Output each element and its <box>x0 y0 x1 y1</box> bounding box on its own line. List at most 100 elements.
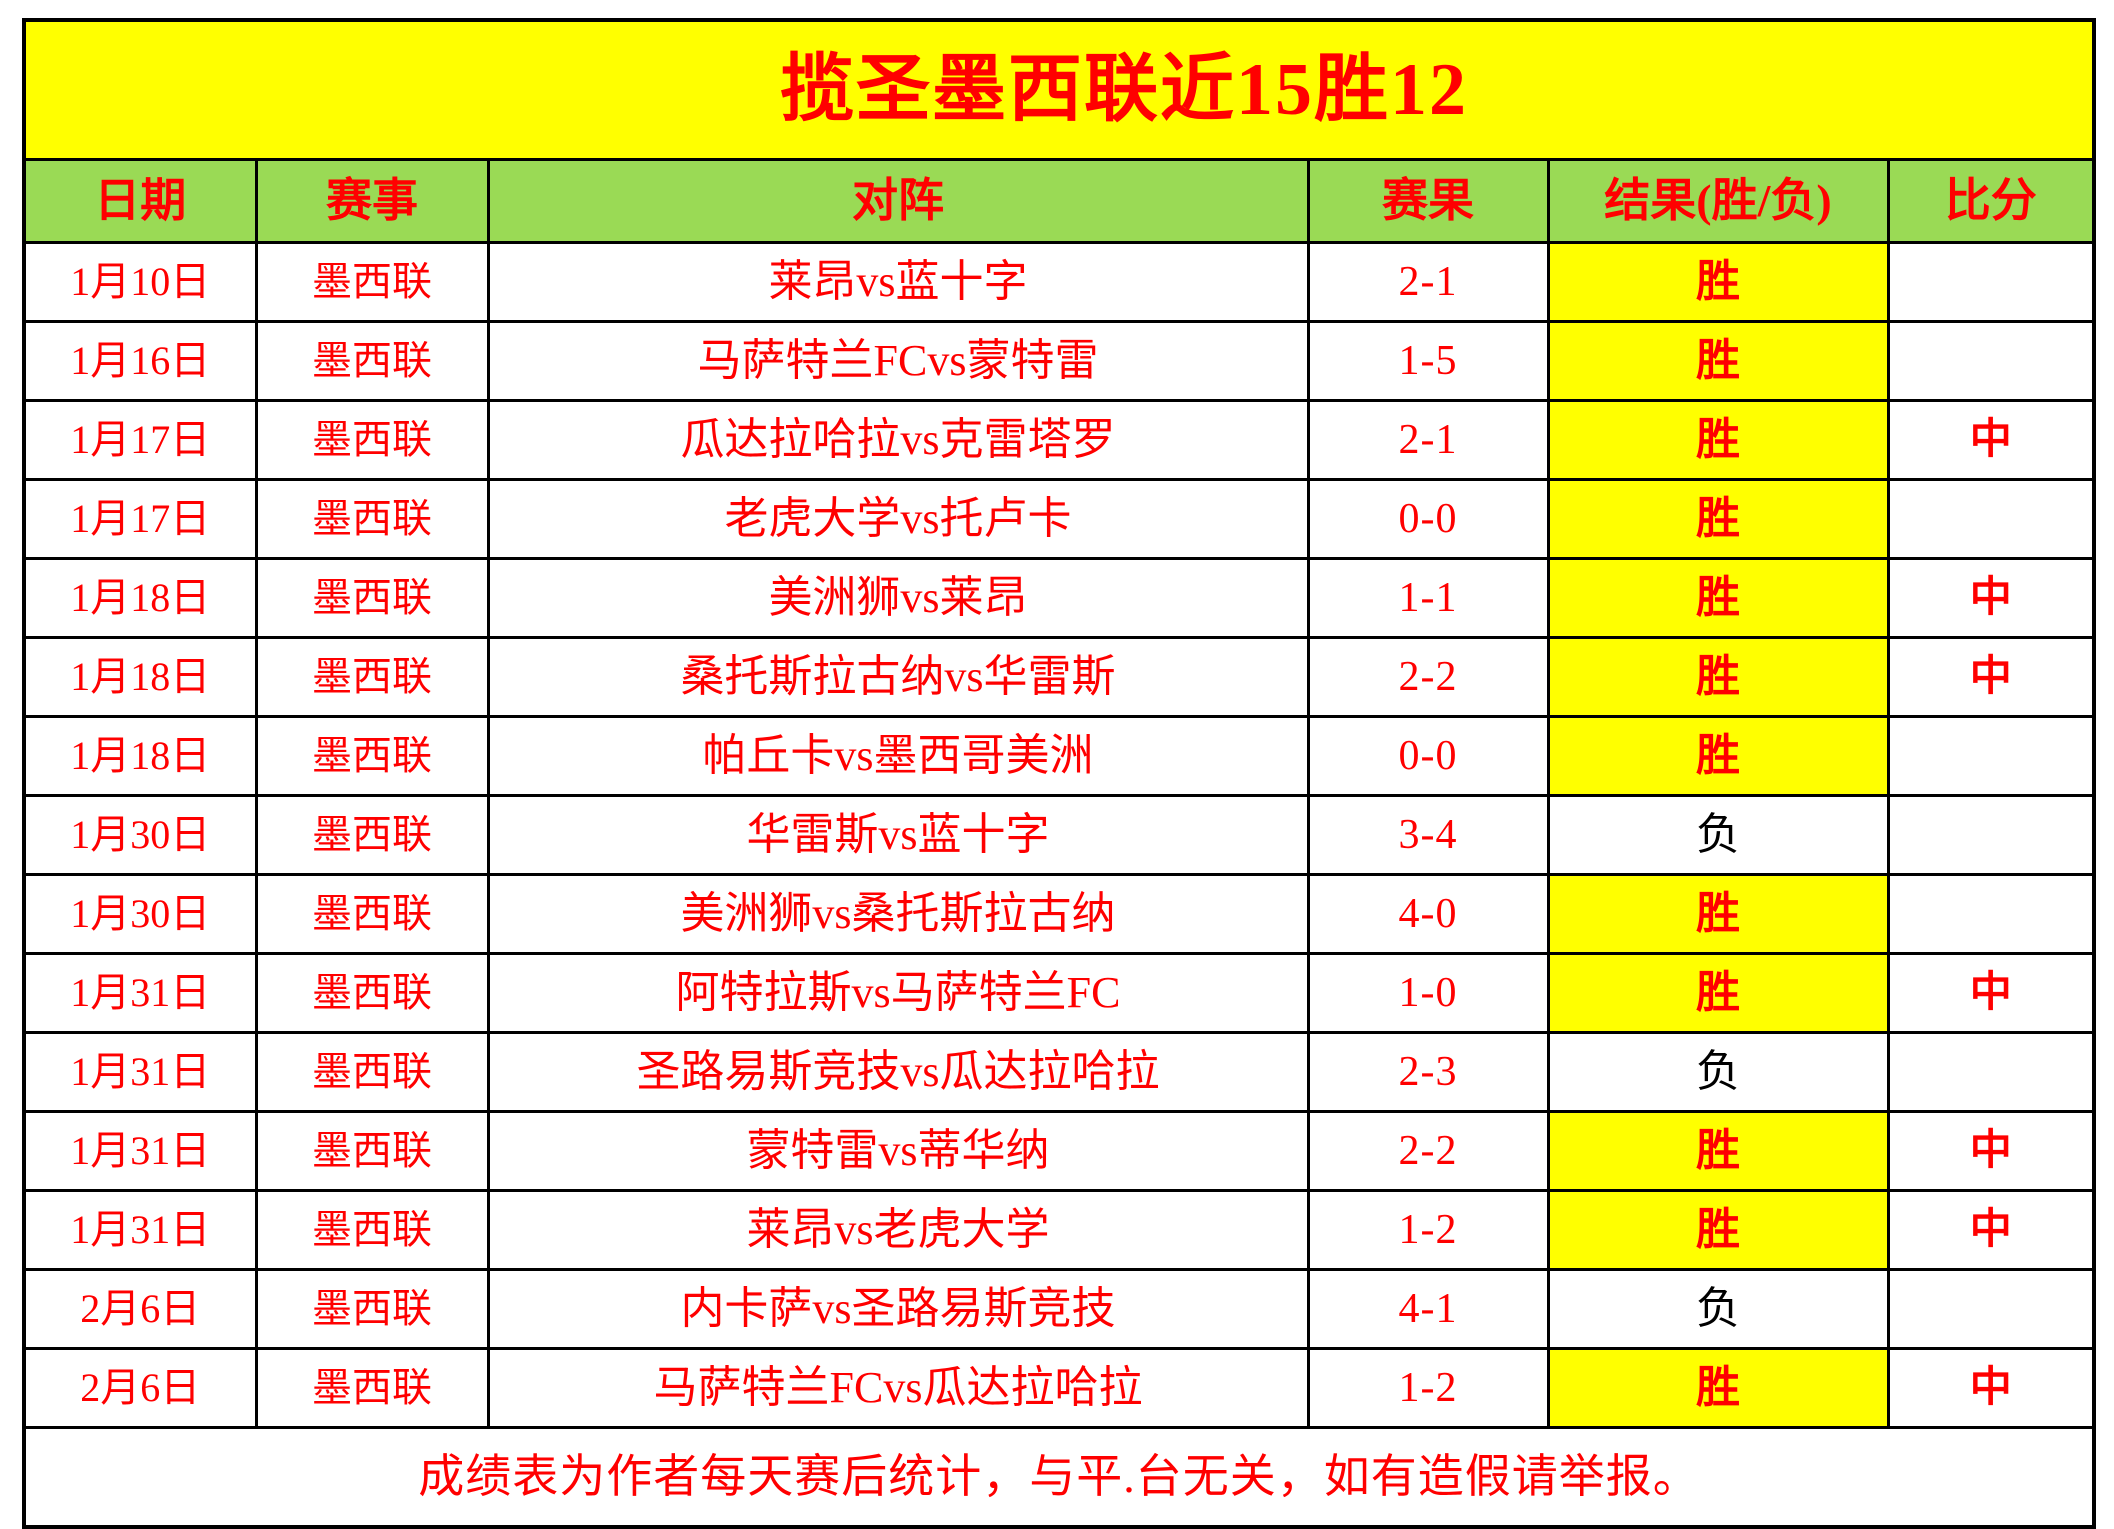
cell-score: 1-0 <box>1306 952 1550 1034</box>
cell-hit <box>1886 873 2096 955</box>
cell-hit <box>1886 1268 2096 1350</box>
table-row: 1月18日 墨西联 美洲狮vs莱昂 1-1 胜中 <box>22 557 2096 639</box>
cell-result: 胜 <box>1546 1110 1890 1192</box>
cell-league: 墨西联 <box>254 557 490 639</box>
table-header-row: 日期 赛事 对阵 赛果 结果(胜/负) 比分 <box>22 158 2096 244</box>
match-results-table: 揽圣墨西联近15胜12 日期 赛事 对阵 赛果 结果(胜/负) 比分 1月10日… <box>22 18 2096 1529</box>
cell-result: 胜 <box>1546 1347 1890 1429</box>
cell-league: 墨西联 <box>254 320 490 402</box>
cell-date: 1月31日 <box>22 1189 258 1271</box>
cell-league: 墨西联 <box>254 1110 490 1192</box>
cell-hit <box>1886 320 2096 402</box>
footer-row: 成绩表为作者每天赛后统计，与平.台无关，如有造假请举报。 <box>22 1426 2096 1529</box>
cell-hit: 中 <box>1886 1347 2096 1429</box>
cell-hit: 中 <box>1886 952 2096 1034</box>
cell-score: 3-4 <box>1306 794 1550 876</box>
table-body: 揽圣墨西联近15胜12 日期 赛事 对阵 赛果 结果(胜/负) 比分 1月10日… <box>22 18 2096 1529</box>
cell-score: 2-2 <box>1306 1110 1550 1192</box>
cell-match: 马萨特兰FCvs瓜达拉哈拉 <box>486 1347 1310 1429</box>
cell-result: 负 <box>1546 794 1890 876</box>
cell-result: 胜 <box>1546 241 1890 323</box>
cell-league: 墨西联 <box>254 1189 490 1271</box>
cell-match: 马萨特兰FCvs蒙特雷 <box>486 320 1310 402</box>
disclaimer-note: 成绩表为作者每天赛后统计，与平.台无关，如有造假请举报。 <box>22 1426 2096 1529</box>
cell-date: 1月18日 <box>22 715 258 797</box>
cell-date: 1月17日 <box>22 478 258 560</box>
cell-score: 2-1 <box>1306 399 1550 481</box>
table-row: 1月17日 墨西联 瓜达拉哈拉vs克雷塔罗 2-1 胜中 <box>22 399 2096 481</box>
cell-match: 帕丘卡vs墨西哥美洲 <box>486 715 1310 797</box>
table-row: 1月30日 墨西联 美洲狮vs桑托斯拉古纳 4-0 胜 <box>22 873 2096 955</box>
cell-league: 墨西联 <box>254 1031 490 1113</box>
cell-date: 1月31日 <box>22 1110 258 1192</box>
table-row: 2月6日 墨西联 内卡萨vs圣路易斯竞技 4-1 负 <box>22 1268 2096 1350</box>
table-row: 1月18日 墨西联 桑托斯拉古纳vs华雷斯 2-2 胜中 <box>22 636 2096 718</box>
column-header-hit: 比分 <box>1886 158 2096 244</box>
cell-league: 墨西联 <box>254 715 490 797</box>
table-row: 1月30日 墨西联 华雷斯vs蓝十字 3-4 负 <box>22 794 2096 876</box>
cell-score: 1-1 <box>1306 557 1550 639</box>
column-header-score: 赛果 <box>1306 158 1550 244</box>
cell-match: 瓜达拉哈拉vs克雷塔罗 <box>486 399 1310 481</box>
cell-match: 桑托斯拉古纳vs华雷斯 <box>486 636 1310 718</box>
cell-date: 2月6日 <box>22 1347 258 1429</box>
cell-hit <box>1886 715 2096 797</box>
cell-match: 老虎大学vs托卢卡 <box>486 478 1310 560</box>
cell-match: 圣路易斯竞技vs瓜达拉哈拉 <box>486 1031 1310 1113</box>
cell-hit <box>1886 1031 2096 1113</box>
cell-match: 华雷斯vs蓝十字 <box>486 794 1310 876</box>
cell-hit: 中 <box>1886 399 2096 481</box>
cell-date: 1月10日 <box>22 241 258 323</box>
table-row: 1月10日 墨西联 莱昂vs蓝十字 2-1 胜 <box>22 241 2096 323</box>
cell-date: 1月30日 <box>22 794 258 876</box>
cell-match: 蒙特雷vs蒂华纳 <box>486 1110 1310 1192</box>
column-header-result: 结果(胜/负) <box>1546 158 1890 244</box>
cell-league: 墨西联 <box>254 952 490 1034</box>
column-header-date: 日期 <box>22 158 258 244</box>
cell-league: 墨西联 <box>254 1347 490 1429</box>
cell-score: 2-1 <box>1306 241 1550 323</box>
cell-result: 胜 <box>1546 715 1890 797</box>
cell-date: 2月6日 <box>22 1268 258 1350</box>
cell-hit <box>1886 241 2096 323</box>
cell-score: 1-5 <box>1306 320 1550 402</box>
cell-score: 2-3 <box>1306 1031 1550 1113</box>
cell-hit: 中 <box>1886 1189 2096 1271</box>
cell-score: 2-2 <box>1306 636 1550 718</box>
cell-league: 墨西联 <box>254 241 490 323</box>
results-sheet: 揽圣墨西联近15胜12 日期 赛事 对阵 赛果 结果(胜/负) 比分 1月10日… <box>22 18 2096 1529</box>
cell-score: 0-0 <box>1306 478 1550 560</box>
cell-result: 胜 <box>1546 636 1890 718</box>
cell-date: 1月18日 <box>22 557 258 639</box>
cell-hit: 中 <box>1886 1110 2096 1192</box>
cell-result: 负 <box>1546 1268 1890 1350</box>
table-row: 1月31日 墨西联 蒙特雷vs蒂华纳 2-2 胜中 <box>22 1110 2096 1192</box>
title-row: 揽圣墨西联近15胜12 <box>22 18 2096 161</box>
table-row: 2月6日 墨西联 马萨特兰FCvs瓜达拉哈拉 1-2 胜中 <box>22 1347 2096 1429</box>
cell-league: 墨西联 <box>254 794 490 876</box>
cell-hit <box>1886 478 2096 560</box>
cell-hit <box>1886 794 2096 876</box>
cell-result: 胜 <box>1546 399 1890 481</box>
cell-result: 胜 <box>1546 320 1890 402</box>
cell-hit: 中 <box>1886 557 2096 639</box>
cell-league: 墨西联 <box>254 873 490 955</box>
cell-result: 胜 <box>1546 873 1890 955</box>
table-row: 1月31日 墨西联 莱昂vs老虎大学 1-2 胜中 <box>22 1189 2096 1271</box>
column-header-match: 对阵 <box>486 158 1310 244</box>
cell-date: 1月17日 <box>22 399 258 481</box>
cell-result: 负 <box>1546 1031 1890 1113</box>
cell-match: 内卡萨vs圣路易斯竞技 <box>486 1268 1310 1350</box>
table-row: 1月16日 墨西联 马萨特兰FCvs蒙特雷 1-5 胜 <box>22 320 2096 402</box>
cell-date: 1月30日 <box>22 873 258 955</box>
cell-match: 美洲狮vs莱昂 <box>486 557 1310 639</box>
cell-score: 4-0 <box>1306 873 1550 955</box>
cell-date: 1月31日 <box>22 1031 258 1113</box>
page-title-text: 揽圣墨西联近15胜12 <box>780 49 1468 131</box>
cell-league: 墨西联 <box>254 1268 490 1350</box>
cell-match: 莱昂vs老虎大学 <box>486 1189 1310 1271</box>
cell-league: 墨西联 <box>254 636 490 718</box>
cell-league: 墨西联 <box>254 478 490 560</box>
cell-score: 4-1 <box>1306 1268 1550 1350</box>
cell-match: 阿特拉斯vs马萨特兰FC <box>486 952 1310 1034</box>
